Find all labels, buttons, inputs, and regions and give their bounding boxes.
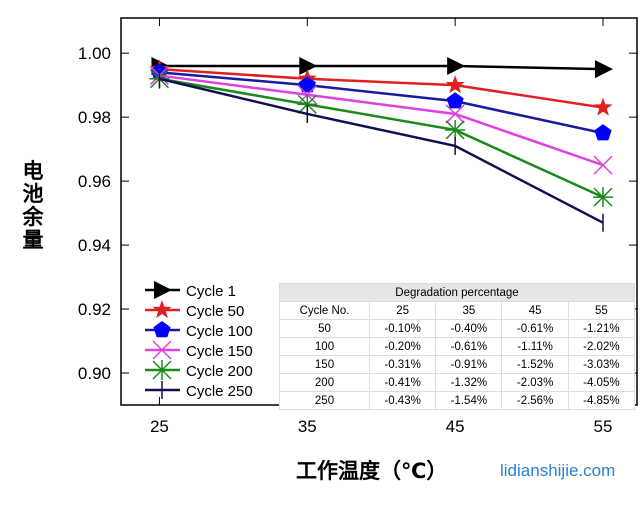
x-tick-label: 45 bbox=[446, 417, 465, 436]
table-cell: 150 bbox=[279, 355, 370, 374]
table-cell: -0.91% bbox=[435, 355, 503, 374]
y-tick-label: 0.96 bbox=[78, 172, 111, 191]
table-cell: 100 bbox=[279, 337, 370, 356]
table-cell: -0.61% bbox=[435, 337, 503, 356]
table-cell: -0.61% bbox=[501, 319, 569, 338]
table-cell: -2.02% bbox=[567, 337, 636, 356]
y-tick-label: 1.00 bbox=[78, 44, 111, 63]
series-line-1 bbox=[159, 67, 604, 109]
legend-label: Cycle 100 bbox=[186, 323, 253, 340]
watermark: lidianshijie.com bbox=[500, 461, 616, 480]
x-tick-label: 55 bbox=[594, 417, 613, 436]
table-cell: 200 bbox=[279, 373, 370, 392]
x-tick-label: 25 bbox=[150, 417, 169, 436]
table-row: 200 -0.41% -1.32% -2.03% -4.05% bbox=[279, 373, 636, 392]
table-cell: -4.85% bbox=[567, 391, 636, 410]
legend-marker bbox=[152, 360, 172, 380]
y-tick-label: 0.90 bbox=[78, 364, 111, 383]
table-cell: -0.31% bbox=[368, 355, 437, 374]
table-cell: -0.40% bbox=[435, 319, 503, 338]
table-cell: -0.43% bbox=[368, 391, 437, 410]
data-point bbox=[447, 56, 466, 75]
legend-label: Cycle 150 bbox=[186, 343, 253, 360]
table-cell: -2.56% bbox=[501, 391, 569, 410]
table-header: 55 bbox=[567, 301, 636, 320]
table-cell: -0.20% bbox=[368, 337, 437, 356]
legend-marker bbox=[153, 321, 171, 338]
series-line-5 bbox=[159, 77, 604, 224]
series-line-4 bbox=[159, 77, 604, 199]
data-point bbox=[446, 92, 464, 109]
legend-label: Cycle 1 bbox=[186, 283, 236, 300]
data-point bbox=[299, 56, 318, 75]
series-line-2 bbox=[159, 71, 604, 135]
data-point bbox=[297, 94, 318, 115]
table-cell: -4.05% bbox=[567, 373, 636, 392]
table-cell: 250 bbox=[279, 391, 370, 410]
x-axis-label: 工作温度（℃） bbox=[296, 459, 448, 483]
table-row: 50 -0.10% -0.40% -0.61% -1.21% bbox=[279, 319, 636, 338]
table-row: 250 -0.43% -1.54% -2.56% -4.85% bbox=[279, 391, 636, 410]
legend-label: Cycle 50 bbox=[186, 303, 244, 320]
table-title-row: Degradation percentage bbox=[279, 283, 635, 302]
table-cell: -0.41% bbox=[368, 373, 437, 392]
y-axis-label: 电池余量 bbox=[22, 159, 44, 252]
table-cell: -1.32% bbox=[435, 373, 503, 392]
table-header: 25 bbox=[368, 301, 437, 320]
data-point bbox=[594, 60, 613, 79]
data-point bbox=[298, 76, 316, 93]
table-row: 100 -0.20% -0.61% -1.11% -2.02% bbox=[279, 337, 636, 356]
table-cell: -1.52% bbox=[501, 355, 569, 374]
data-point bbox=[445, 119, 466, 140]
table-row: 150 -0.31% -0.91% -1.52% -3.03% bbox=[279, 355, 636, 374]
table-cell: 50 bbox=[279, 319, 370, 338]
data-point bbox=[594, 124, 612, 141]
table-cell: -3.03% bbox=[567, 355, 636, 374]
table-title: Degradation percentage bbox=[279, 283, 635, 302]
table-cell: -0.10% bbox=[368, 319, 437, 338]
table-cell: -1.54% bbox=[435, 391, 503, 410]
legend-label: Cycle 250 bbox=[186, 383, 253, 400]
data-point bbox=[445, 104, 465, 124]
legend-marker bbox=[152, 300, 172, 319]
series-line-3 bbox=[159, 74, 604, 167]
degradation-table: Degradation percentage Cycle No. 25 35 45 55 5… bbox=[279, 283, 636, 410]
data-point bbox=[593, 97, 613, 116]
series-line-0 bbox=[159, 64, 604, 71]
y-tick-label: 0.92 bbox=[78, 300, 111, 319]
data-point bbox=[593, 155, 613, 175]
table-header: Cycle No. bbox=[279, 301, 370, 320]
data-point bbox=[592, 187, 613, 208]
legend-marker bbox=[154, 281, 172, 299]
table-header: 45 bbox=[501, 301, 569, 320]
x-tick-label: 35 bbox=[298, 417, 317, 436]
y-tick-label: 0.98 bbox=[78, 108, 111, 127]
table-header-row: Cycle No. 25 35 45 55 bbox=[279, 301, 636, 320]
table-cell: -1.21% bbox=[567, 319, 636, 338]
y-tick-label: 0.94 bbox=[78, 236, 111, 255]
table-cell: -1.11% bbox=[501, 337, 569, 356]
legend-label: Cycle 200 bbox=[186, 363, 253, 380]
table-cell: -2.03% bbox=[501, 373, 569, 392]
table-header: 35 bbox=[435, 301, 503, 320]
data-point bbox=[445, 75, 465, 94]
legend-marker bbox=[152, 340, 172, 360]
